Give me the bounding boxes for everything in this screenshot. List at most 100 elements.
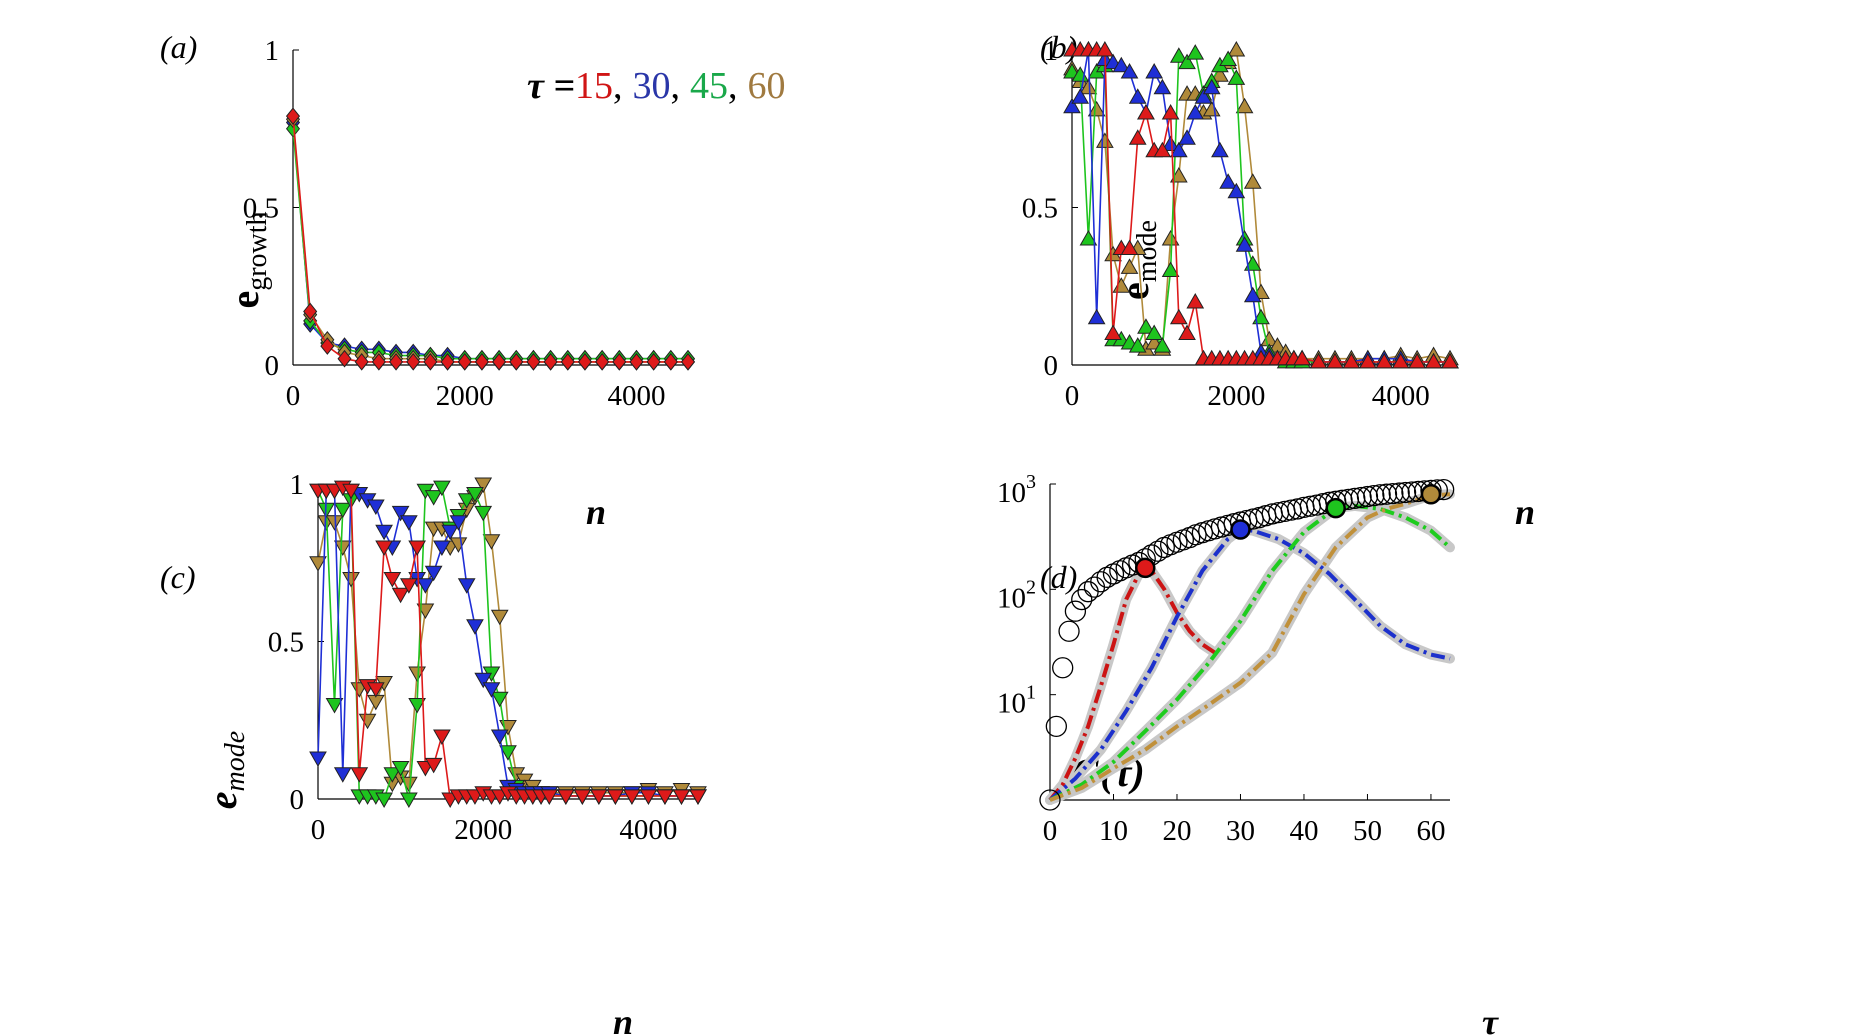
envelope-point [1102,563,1125,585]
envelope-point [1071,588,1093,611]
data-point [400,792,418,809]
envelope-point [1382,482,1404,505]
x-tick-label: 60 [1416,815,1445,847]
series-line [292,119,688,363]
legend: τ =15, 30, 45, 60 [527,65,786,107]
envelope-point [1191,522,1214,544]
data-point [375,524,393,541]
data-point [303,302,318,321]
data-point [1424,352,1443,369]
data-point [1145,324,1164,340]
data-point [333,540,352,557]
data-point [342,483,360,500]
envelope-point [1064,600,1087,622]
data-point [1194,88,1213,104]
data-point [466,486,484,503]
panel-label: (c) [160,559,196,595]
highlight-point-τ=30 [1230,519,1251,540]
envelope-point [1204,518,1226,540]
panel-label: (a) [160,29,197,65]
data-point [663,353,678,371]
series-line [292,122,688,360]
data-point [1137,318,1155,334]
data-point [1120,63,1139,79]
data-point [490,691,509,708]
data-point [441,524,460,541]
data-point [433,540,451,557]
envelope-point [1058,620,1080,642]
x-tick-label: 4000 [607,380,665,412]
data-point [433,729,451,746]
data-point [416,578,435,594]
envelope-point [1052,657,1074,679]
y-tick-label: 1 [265,35,280,67]
legend-separator: , [671,65,681,107]
data-point [577,353,592,371]
data-point [1186,44,1205,60]
data-point [424,490,443,506]
legend-text: τ =15, 30, 45, 60 [527,65,786,107]
envelope-point [1147,540,1169,562]
data-point [457,578,476,594]
data-point [320,337,335,355]
legend-prefix: τ = [527,65,575,107]
series-τ=30 [285,113,696,368]
data-point [1227,69,1246,85]
data-point [639,789,658,805]
x-tick-label: 40 [1289,815,1318,847]
series-τ=45 [285,119,696,368]
ylabel-subscript: growth [242,211,273,290]
data-point [457,493,476,509]
envelope-point [1185,524,1207,546]
x-tick-label: 2000 [1207,380,1265,412]
highlight-point-τ=60 [1420,483,1442,505]
data-point [440,353,455,371]
data-point [389,353,404,371]
data-point [1169,47,1188,63]
data-point [1309,352,1328,369]
data-point [646,353,661,371]
data-point [1219,50,1237,66]
data-point [1169,141,1188,158]
y-tick-base: 10 [997,477,1026,509]
x-tick-label: 20 [1162,815,1191,847]
panel-c: (c) emode n 0 2000 4000 0 0.5 1 [160,469,707,1036]
data-point [1153,78,1172,95]
data-point [1079,78,1098,95]
data-point [466,619,484,635]
data-point [1202,78,1221,95]
y-tick-label: 102 [997,576,1036,614]
y-tick-label: 0.5 [268,627,304,659]
data-point [391,587,410,604]
legend-entry-45: 45 [690,65,728,107]
envelope-point [1363,485,1385,507]
data-point [1169,308,1188,325]
x-tick-label: 0 [1065,380,1080,412]
data-point [1104,324,1122,340]
data-point [424,757,443,774]
envelope-point [1096,566,1118,588]
data-point [482,534,501,550]
x-tick-label: 2000 [454,814,512,846]
data-point [391,505,410,522]
y-tick-exponent: 2 [1026,576,1036,598]
series-line-τ=30 [1048,527,1451,802]
envelope-point [1375,483,1398,505]
data-point [573,789,592,805]
envelope-point [1394,481,1417,504]
data-point [285,119,301,138]
envelope-point [1356,485,1379,508]
y-tick-exponent: 3 [1026,471,1036,493]
data-point [337,349,352,368]
data-point [1211,141,1229,158]
panel-a: (a) egrowth n τ =15, 30, 45, 60 0 2000 400000… [160,29,786,532]
data-point [556,789,575,805]
data-point [1293,349,1311,366]
data-point [1153,337,1172,353]
data-point [540,789,559,805]
data-point [400,515,418,531]
envelope-point [1369,484,1391,506]
data-point [560,353,575,371]
